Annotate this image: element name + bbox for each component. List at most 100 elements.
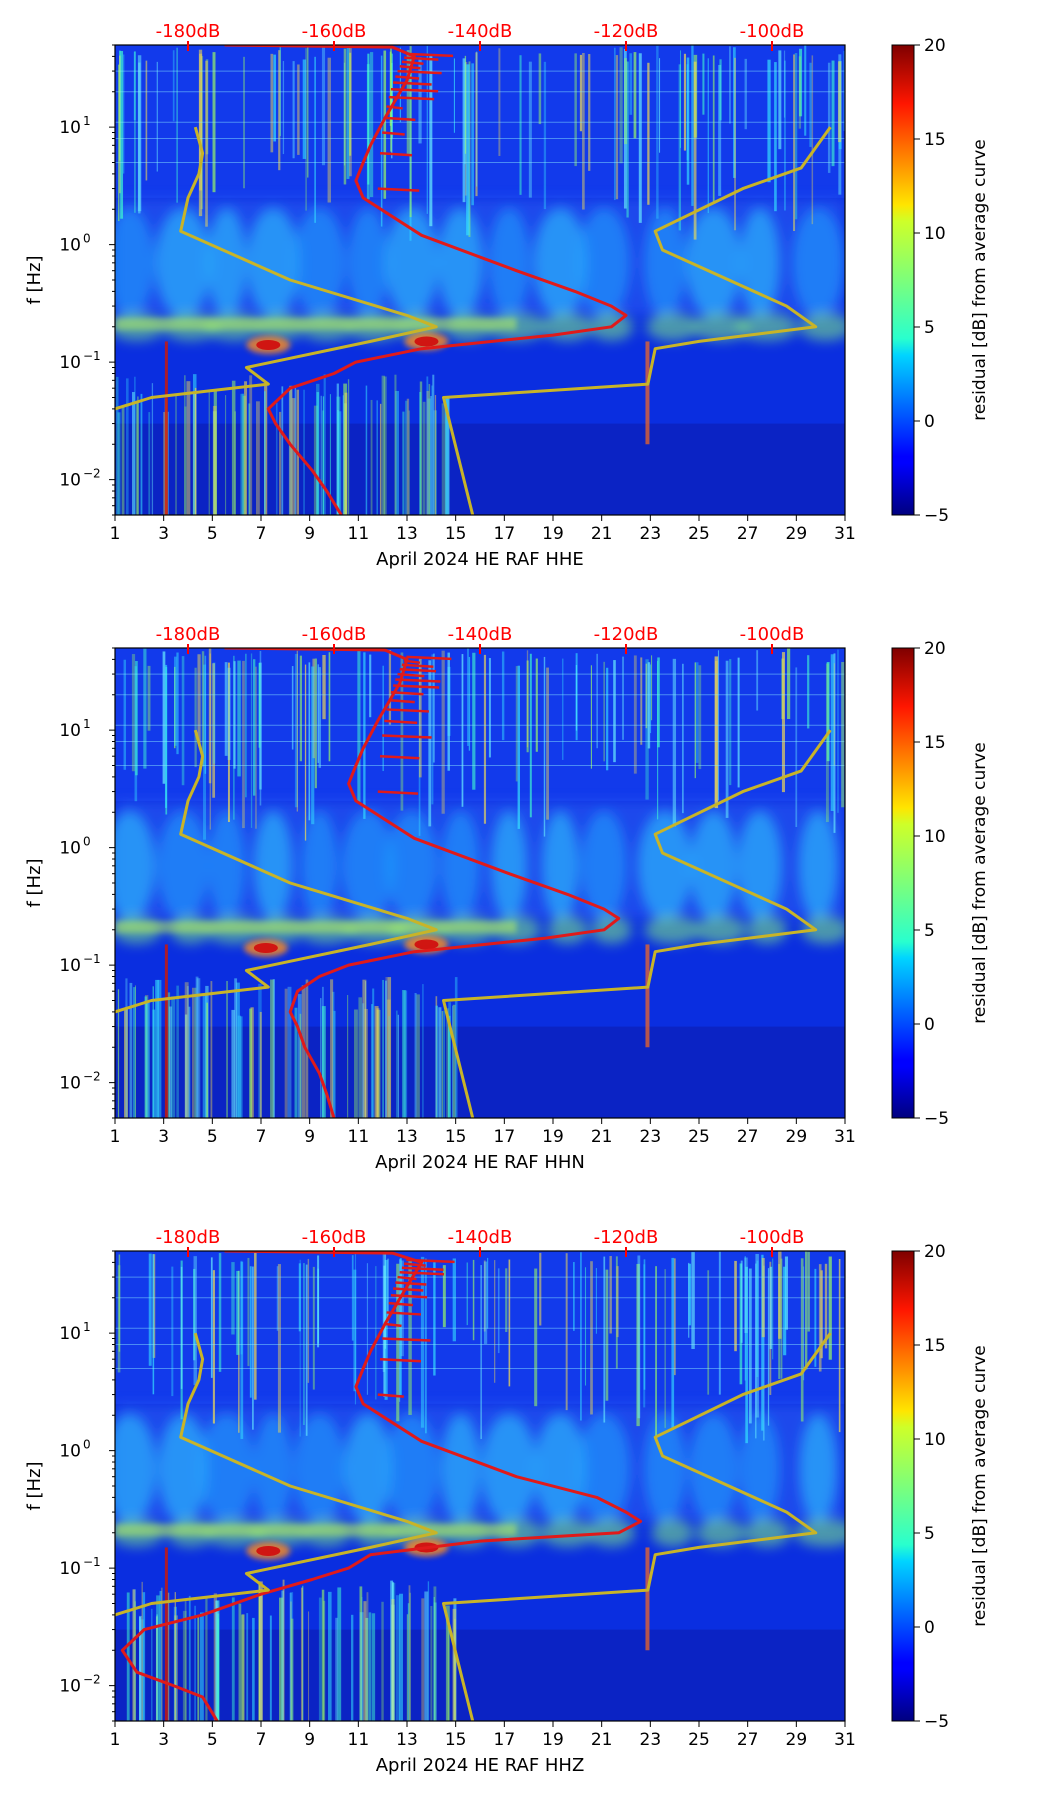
jitter-segment xyxy=(406,52,454,58)
streak xyxy=(364,981,367,1118)
x-tick-label: 21 xyxy=(591,1127,613,1147)
streak xyxy=(175,394,177,515)
storm-blob xyxy=(637,810,693,921)
streak xyxy=(498,48,501,156)
y-tick-label: 10 0 xyxy=(59,1438,90,1462)
streak xyxy=(729,46,731,124)
streak xyxy=(515,666,518,782)
streak xyxy=(468,656,471,751)
streak xyxy=(385,980,387,1118)
db-tick-label: -180dB xyxy=(156,21,221,42)
streak xyxy=(168,1006,173,1118)
streak xyxy=(241,1614,245,1721)
streak xyxy=(133,1589,136,1721)
streak xyxy=(194,1605,196,1721)
streak xyxy=(297,64,300,155)
streak xyxy=(778,50,782,150)
streak xyxy=(825,663,829,823)
streak xyxy=(416,994,420,1118)
streak xyxy=(649,664,652,734)
streak xyxy=(442,1265,446,1328)
streak xyxy=(444,398,449,515)
peak-core-1 xyxy=(256,1545,281,1556)
jitter-segment xyxy=(404,56,439,61)
streak xyxy=(193,1268,196,1361)
y-tick-exponent: 1 xyxy=(83,114,91,128)
streak xyxy=(238,1603,242,1721)
streak xyxy=(365,385,368,515)
colorbar-tick-label: 15 xyxy=(924,733,946,753)
colorbar-tick-label: 20 xyxy=(924,36,946,56)
streak xyxy=(379,403,382,515)
streak xyxy=(141,1581,143,1721)
storm-blob xyxy=(293,207,346,318)
y-tick-exponent: 0 xyxy=(83,232,91,246)
streak xyxy=(162,651,166,784)
streak xyxy=(433,1262,436,1376)
colorbar-tick-label: 20 xyxy=(924,639,946,659)
streak xyxy=(296,650,298,812)
streak xyxy=(688,1262,690,1338)
jitter-segment xyxy=(393,1287,424,1292)
streak xyxy=(799,48,803,117)
streak xyxy=(294,653,298,808)
streak xyxy=(376,1008,380,1118)
streak xyxy=(157,979,162,1118)
streak xyxy=(714,661,718,802)
streak xyxy=(387,977,392,1118)
streak xyxy=(363,1601,367,1721)
x-tick-label: 21 xyxy=(591,524,613,544)
x-tick-label: 3 xyxy=(158,1127,169,1147)
streak xyxy=(272,979,275,1118)
streak xyxy=(129,982,133,1118)
x-tick-label: 31 xyxy=(834,1127,856,1147)
streak xyxy=(431,385,433,515)
streak xyxy=(624,58,628,145)
streak xyxy=(425,1258,427,1434)
streak xyxy=(206,1002,208,1118)
streak xyxy=(354,1251,357,1405)
streak xyxy=(429,56,433,227)
streak xyxy=(380,55,383,227)
streak xyxy=(420,1256,425,1428)
microseism-blob xyxy=(695,915,747,944)
x-tick-label: 11 xyxy=(348,524,370,544)
streak xyxy=(276,1266,279,1331)
streak xyxy=(233,661,236,769)
series-line-average-psd xyxy=(224,648,621,1118)
x-tick-label: 25 xyxy=(688,524,710,544)
streak xyxy=(316,392,320,515)
streak xyxy=(453,58,455,133)
streak xyxy=(737,657,740,788)
streak xyxy=(421,1598,425,1721)
streak xyxy=(291,398,296,515)
jitter-segment xyxy=(395,678,441,683)
streak xyxy=(543,61,547,210)
streak xyxy=(387,1258,389,1326)
streak xyxy=(483,1261,488,1344)
streak xyxy=(428,660,432,827)
peak-core-2 xyxy=(414,336,439,347)
y-tick-exponent: 0 xyxy=(83,835,91,849)
streak xyxy=(658,58,661,153)
streak xyxy=(328,1591,332,1721)
streak xyxy=(197,654,201,744)
y-tick-label: 10 1 xyxy=(59,1320,90,1344)
streak xyxy=(362,979,367,1118)
streak xyxy=(133,51,136,121)
streak xyxy=(467,648,469,746)
streak xyxy=(400,652,404,811)
streak xyxy=(402,989,406,1118)
streak xyxy=(299,1013,302,1118)
streak xyxy=(452,1258,456,1342)
streak xyxy=(174,666,176,749)
streak xyxy=(800,1258,804,1422)
streak xyxy=(408,1585,411,1721)
spike-line-day-3 xyxy=(164,341,168,515)
streak xyxy=(633,52,637,139)
streak xyxy=(694,662,696,779)
streak xyxy=(135,660,138,776)
streak xyxy=(640,657,643,745)
